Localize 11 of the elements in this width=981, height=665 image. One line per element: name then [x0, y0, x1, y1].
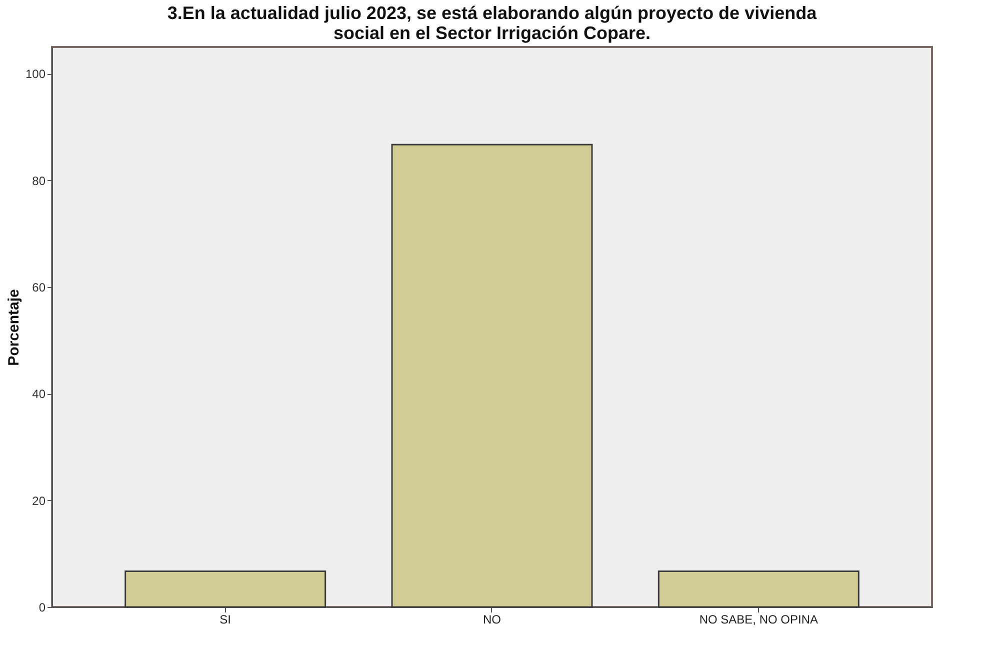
y-tick-label: 80 — [32, 174, 46, 188]
x-tick-label: NO SABE, NO OPINA — [699, 612, 818, 626]
y-tick-label: 20 — [32, 494, 46, 508]
y-tick-label: 60 — [32, 280, 46, 294]
y-tick-label: 40 — [32, 387, 46, 402]
y-axis-title: Porcentaje — [5, 289, 22, 366]
x-tick-label: SI — [220, 612, 232, 626]
chart-title: 3.En la actualidad julio 2023, se está elaborando algún proyecto de vivienda social en el Sector Irrigación Copare. — [167, 3, 818, 43]
x-tick-label: NO — [483, 612, 501, 626]
y-tick-label: 0 — [38, 600, 46, 614]
y-tick-label: 100 — [25, 67, 46, 82]
